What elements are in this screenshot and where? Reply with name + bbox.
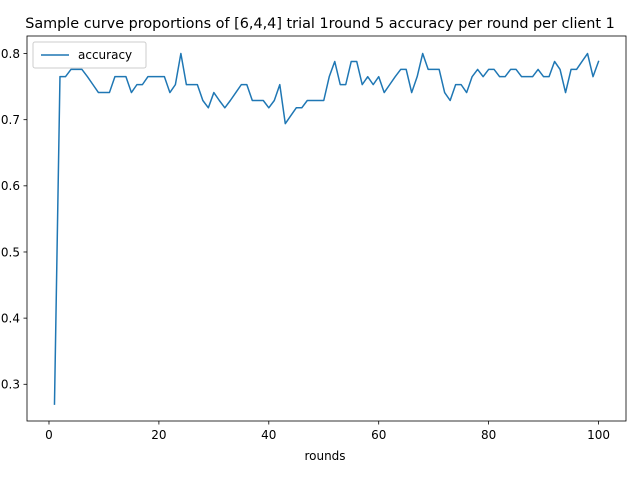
plot-area: 0 20 40 60 80 100 0.3 0.4 0.5 0.6 0.7 0.8 — [1, 35, 627, 442]
x-tick-label: 80 — [481, 428, 496, 442]
y-axis-ticks: 0.3 0.4 0.5 0.6 0.7 0.8 — [1, 47, 27, 392]
series-layer — [53, 52, 600, 405]
y-tick-label: 0.4 — [1, 311, 20, 325]
series-line-accuracy — [53, 52, 600, 405]
y-tick-label: 0.6 — [1, 179, 20, 193]
x-tick-label: 100 — [587, 428, 610, 442]
axes-frame — [26, 35, 627, 422]
legend-label-accuracy: accuracy — [78, 48, 132, 62]
x-tick-label: 0 — [45, 428, 53, 442]
x-axis-label: rounds — [304, 449, 345, 463]
x-tick-label: 60 — [371, 428, 386, 442]
chart-title: Sample curve proportions of [6,4,4] tria… — [25, 16, 615, 32]
x-tick-label: 20 — [151, 428, 166, 442]
y-tick-label: 0.3 — [1, 378, 20, 392]
x-tick-label: 40 — [261, 428, 276, 442]
y-tick-label: 0.5 — [1, 245, 20, 259]
y-tick-label: 0.7 — [1, 113, 20, 127]
y-tick-label: 0.8 — [1, 47, 20, 61]
legend: accuracy — [32, 41, 147, 69]
legend-box — [32, 41, 147, 69]
x-axis-ticks: 0 20 40 60 80 100 — [45, 421, 610, 442]
